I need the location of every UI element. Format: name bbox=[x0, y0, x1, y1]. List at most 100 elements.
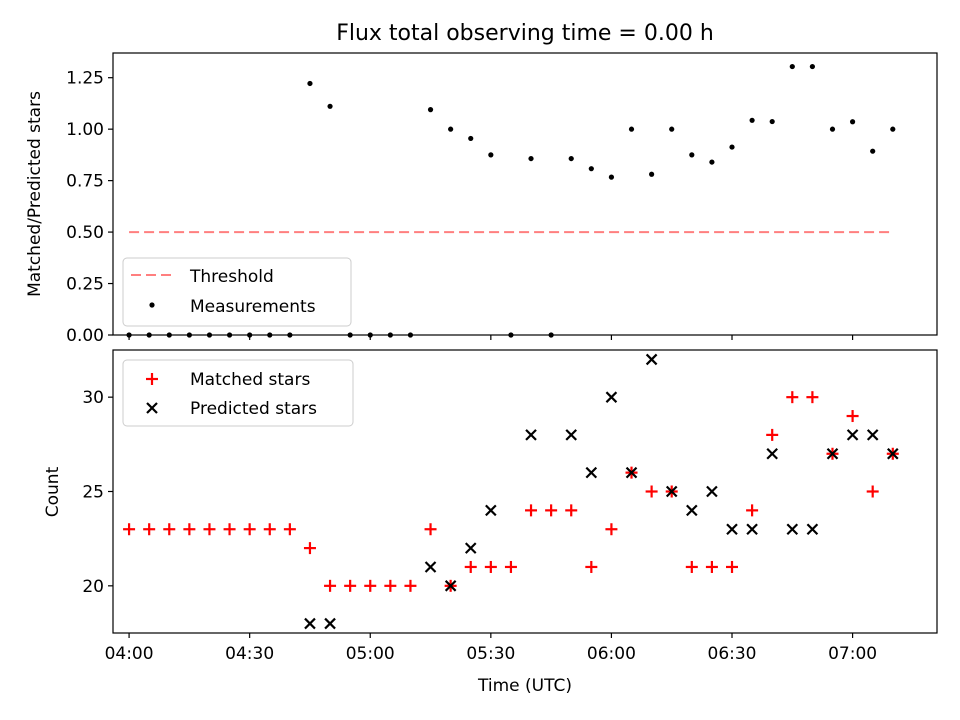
matched-star-point bbox=[705, 560, 718, 573]
measurement-point bbox=[809, 63, 815, 70]
measurement-point bbox=[307, 80, 313, 87]
matched-star-point bbox=[183, 523, 196, 536]
predicted-star-point bbox=[846, 429, 859, 441]
predicted-star-point bbox=[726, 523, 738, 536]
top-y-axis-label: Matched/Predicted stars bbox=[25, 91, 45, 297]
predicted-star-point bbox=[444, 580, 457, 592]
matched-star-point bbox=[565, 504, 578, 517]
predicted-star-point bbox=[806, 523, 819, 536]
matched-star-point bbox=[344, 579, 357, 592]
matched-star-point bbox=[364, 579, 377, 592]
top-y-ticks: 0.00 0.25 0.50 0.75 1.00 1.25 bbox=[66, 69, 113, 346]
predicted-stars-points bbox=[304, 353, 899, 630]
x-axis-label: Time (UTC) bbox=[477, 676, 572, 696]
matched-star-point bbox=[504, 560, 517, 573]
legend-measurements-swatch bbox=[149, 302, 155, 308]
matched-star-point bbox=[263, 523, 276, 536]
matched-star-point bbox=[525, 504, 538, 517]
measurement-point bbox=[709, 159, 715, 165]
predicted-star-point bbox=[766, 447, 778, 460]
legend-predicted-label: Predicted stars bbox=[190, 399, 317, 419]
predicted-star-point bbox=[686, 504, 698, 517]
matched-star-point bbox=[645, 485, 658, 498]
measurement-point bbox=[649, 171, 655, 177]
bottom-y-ticks: 20 25 30 bbox=[82, 388, 113, 597]
bottom-legend-box bbox=[122, 359, 354, 427]
predicted-star-point bbox=[866, 429, 879, 441]
measurement-point bbox=[829, 126, 836, 132]
x-tick-label: 06:00 bbox=[587, 644, 636, 664]
matched-star-point bbox=[424, 523, 437, 536]
matched-star-point bbox=[243, 523, 256, 536]
top-y-tick-label: 1.25 bbox=[66, 69, 104, 89]
matched-star-point bbox=[746, 504, 759, 517]
measurement-point bbox=[488, 152, 494, 158]
bottom-y-tick-label: 30 bbox=[82, 388, 104, 408]
matched-star-point bbox=[484, 560, 497, 573]
measurement-point bbox=[849, 119, 856, 125]
chart-title: Flux total observing time = 0.00 h bbox=[336, 21, 714, 46]
predicted-star-point bbox=[706, 485, 718, 498]
bottom-y-tick-label: 25 bbox=[82, 483, 104, 503]
predicted-star-point bbox=[887, 447, 899, 460]
x-tick-label: 05:30 bbox=[466, 644, 515, 664]
matched-star-point bbox=[163, 523, 176, 536]
x-tick-label: 04:00 bbox=[105, 644, 154, 664]
top-y-tick-label: 0.75 bbox=[66, 172, 104, 192]
measurement-point bbox=[448, 126, 454, 132]
matched-stars-points bbox=[123, 391, 899, 592]
matched-star-point bbox=[726, 560, 739, 573]
x-tick-label: 06:30 bbox=[708, 644, 757, 664]
x-tick-label: 04:30 bbox=[225, 644, 274, 664]
top-legend-box bbox=[122, 257, 352, 327]
measurement-point bbox=[769, 118, 775, 125]
legend-matched-swatch bbox=[146, 373, 158, 385]
matched-star-point bbox=[223, 523, 236, 536]
top-legend: Threshold Measurements bbox=[122, 257, 352, 327]
predicted-star-point bbox=[605, 391, 618, 403]
top-y-tick-label: 0.25 bbox=[66, 275, 104, 295]
legend-predicted-swatch bbox=[146, 402, 158, 414]
predicted-star-point bbox=[585, 466, 598, 479]
predicted-star-point bbox=[525, 429, 537, 441]
matched-star-point bbox=[585, 560, 598, 573]
measurement-point bbox=[327, 103, 333, 109]
measurement-point bbox=[427, 107, 434, 113]
matched-star-point bbox=[605, 523, 618, 536]
x-tick-label: 07:00 bbox=[828, 644, 877, 664]
predicted-star-point bbox=[464, 542, 477, 554]
top-y-tick-label: 0.00 bbox=[66, 326, 104, 346]
matched-star-point bbox=[143, 523, 156, 536]
measurement-point bbox=[890, 126, 896, 132]
matched-star-point bbox=[846, 410, 859, 423]
count-panel: Count Time (UTC) 20 25 30 04:00 04:30 05:00 0… bbox=[43, 349, 938, 696]
measurement-point bbox=[528, 155, 534, 162]
predicted-star-point bbox=[304, 617, 316, 630]
matched-star-point bbox=[384, 579, 397, 592]
measurement-point bbox=[628, 126, 635, 132]
matched-star-point bbox=[786, 391, 799, 404]
measurement-point bbox=[468, 135, 474, 142]
matched-star-point bbox=[123, 523, 136, 536]
x-tick-label: 05:00 bbox=[346, 644, 395, 664]
measurement-point bbox=[608, 174, 615, 180]
matched-star-point bbox=[766, 428, 779, 441]
bottom-y-axis-label: Count bbox=[43, 466, 63, 517]
measurement-point bbox=[870, 148, 876, 154]
measurement-point bbox=[729, 144, 735, 150]
ratio-panel: Flux total observing time = 0.00 h Match… bbox=[25, 21, 938, 346]
predicted-star-point bbox=[565, 429, 578, 441]
bottom-y-tick-label: 20 bbox=[82, 577, 104, 597]
matched-star-point bbox=[303, 542, 316, 555]
matched-star-point bbox=[283, 523, 296, 536]
predicted-star-point bbox=[746, 523, 758, 536]
matched-star-point bbox=[203, 523, 216, 536]
measurement-point bbox=[588, 166, 594, 172]
matched-star-point bbox=[464, 560, 477, 573]
predicted-star-point bbox=[786, 523, 799, 536]
legend-measurements-label: Measurements bbox=[190, 297, 316, 317]
matched-star-point bbox=[866, 485, 879, 498]
measurement-point bbox=[749, 117, 755, 123]
measurement-points bbox=[126, 63, 896, 338]
legend-threshold-label: Threshold bbox=[189, 267, 274, 287]
